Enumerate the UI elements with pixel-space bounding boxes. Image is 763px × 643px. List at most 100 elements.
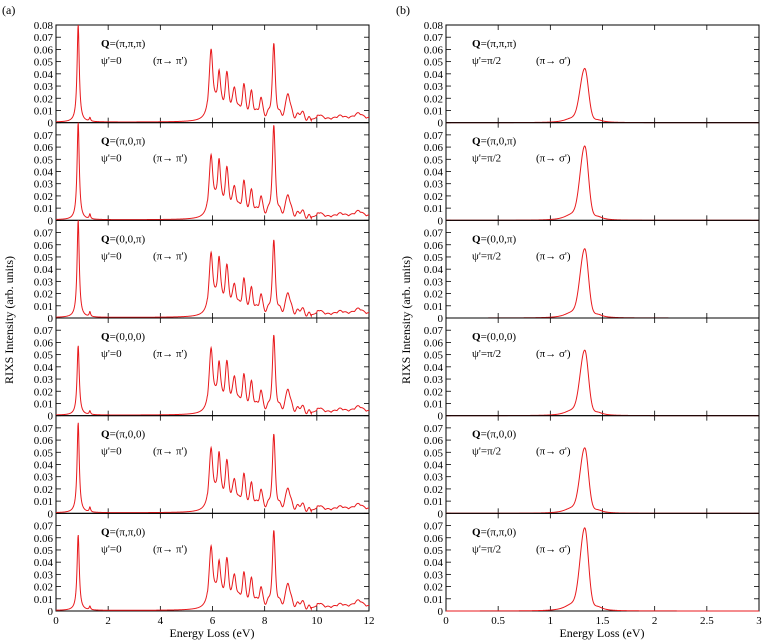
q-label: Q=(0,0,0): [472, 331, 516, 343]
y-tick-label: 0.03: [424, 276, 444, 288]
y-tick-label: 0.05: [34, 447, 54, 459]
y-tick-label: 0: [48, 508, 54, 520]
y-tick-label: 0: [48, 313, 54, 325]
y-tick-label: 0.04: [34, 264, 54, 276]
ylabel-a: RIXS Intensity (arb. units): [2, 256, 16, 384]
polarization-label: (π→ π'): [153, 348, 188, 360]
polarization-label: (π→ σ'): [536, 348, 571, 360]
y-tick-label: 0.01: [424, 105, 443, 117]
polarization-label: (π→ π'): [153, 446, 188, 458]
x-tick-label: 12: [364, 615, 375, 627]
y-tick-label: 0.07: [34, 423, 54, 435]
subplot-a-1: 00.010.020.030.040.050.060.07 Q=(π,0,π) ψ'…: [34, 122, 370, 227]
q-label: Q=(π,0,0): [101, 429, 145, 441]
y-tick-label: 0.06: [34, 533, 54, 545]
psi-label: ψ'=0: [101, 250, 122, 262]
y-tick-label: 0.02: [34, 582, 53, 594]
x-tick-label: 0: [443, 615, 449, 627]
psi-label: ψ'=π/2: [472, 250, 501, 262]
x-tick-label: 4: [158, 615, 164, 627]
y-tick-label: 0.07: [424, 228, 444, 240]
y-tick-label: 0.07: [34, 325, 54, 337]
y-tick-label: 0.05: [424, 447, 444, 459]
x-tick-label: 0: [53, 615, 59, 627]
subplot-b-3: 00.010.020.030.040.050.060.07 Q=(0,0,0) ψ'…: [424, 317, 760, 423]
q-label: Q=(π,0,π): [472, 136, 517, 148]
series-line: [446, 67, 759, 124]
q-label: Q=(π,π,π): [101, 38, 146, 50]
polarization-label: (π→ σ'): [536, 153, 571, 165]
y-tick-label: 0.06: [424, 142, 444, 154]
y-tick-label: 0.07: [424, 521, 444, 533]
y-tick-label: 0.07: [34, 228, 54, 240]
y-tick-label: 0.04: [34, 69, 54, 81]
y-tick-label: 0.01: [424, 203, 443, 215]
y-tick-label: 0.03: [34, 179, 54, 191]
panel-a: 00.010.020.030.040.050.060.070.08Q=(π,π,…: [34, 20, 375, 627]
y-tick-label: 0.05: [34, 252, 54, 264]
subplot-b-5: 00.010.020.030.040.050.060.07 Q=(π,π,0) ψ'…: [424, 512, 760, 618]
polarization-label: (π→ π'): [153, 153, 188, 165]
y-tick-label: 0.07: [34, 130, 54, 142]
series-line: [446, 527, 759, 612]
y-tick-label: 0.07: [424, 32, 444, 44]
y-tick-label: 0: [48, 411, 54, 423]
x-tick-label: 2: [652, 615, 658, 627]
y-tick-label: 0.02: [424, 484, 443, 496]
y-tick-label: 0.01: [424, 496, 443, 508]
q-label: Q=(0,0,0): [101, 331, 145, 343]
y-tick-label: 0.04: [34, 362, 54, 374]
y-tick-label: 0.03: [424, 81, 444, 93]
y-tick-label: 0: [438, 313, 444, 325]
polarization-label: (π→ σ'): [536, 55, 571, 67]
y-tick-label: 0.06: [34, 337, 54, 349]
y-tick-label: 0.01: [34, 594, 53, 606]
y-tick-label: 0.05: [424, 57, 444, 69]
subplot-b-2: 00.010.020.030.040.050.060.07 Q=(0,0,π) ψ'…: [424, 219, 760, 325]
y-tick-label: 0.05: [34, 154, 54, 166]
y-tick-label: 0.08: [424, 20, 444, 32]
y-tick-label: 0.03: [34, 569, 54, 581]
y-tick-label: 0.01: [424, 301, 443, 313]
y-tick-label: 0.02: [34, 386, 53, 398]
y-tick-label: 0.04: [424, 460, 444, 472]
psi-label: ψ'=0: [101, 446, 122, 458]
y-tick-label: 0.07: [424, 325, 444, 337]
y-tick-label: 0.06: [424, 337, 444, 349]
y-tick-label: 0.05: [424, 252, 444, 264]
y-tick-label: 0.06: [424, 44, 444, 56]
y-tick-label: 0.03: [424, 374, 444, 386]
y-tick-label: 0.08: [34, 20, 54, 32]
y-tick-label: 0.06: [424, 435, 444, 447]
series-line: [55, 24, 370, 123]
q-label: Q=(0,0,π): [472, 233, 516, 245]
y-tick-label: 0.04: [424, 557, 444, 569]
psi-label: ψ'=0: [101, 543, 122, 555]
y-tick-label: 0.02: [424, 386, 443, 398]
psi-label: ψ'=π/2: [472, 543, 501, 555]
y-tick-label: 0.04: [424, 362, 444, 374]
series-line: [55, 530, 370, 611]
x-tick-label: 0.5: [491, 615, 505, 627]
y-tick-label: 0.04: [424, 264, 444, 276]
y-tick-label: 0.06: [34, 142, 54, 154]
y-tick-label: 0.04: [424, 69, 444, 81]
y-tick-label: 0.03: [34, 81, 54, 93]
x-tick-label: 3: [756, 615, 762, 627]
y-tick-label: 0.03: [424, 472, 444, 484]
subplot-b-0: 00.010.020.030.040.050.060.070.08 Q=(π,π,…: [424, 20, 760, 130]
y-tick-label: 0.01: [34, 105, 53, 117]
x-tick-label: 10: [311, 615, 323, 627]
y-tick-label: 0.02: [424, 191, 443, 203]
x-tick-label: 8: [262, 615, 268, 627]
panel-b: 00.010.020.030.040.050.060.070.08Q=(π,π,…: [424, 20, 763, 627]
y-tick-label: 0.04: [34, 167, 54, 179]
y-tick-label: 0.03: [424, 569, 444, 581]
y-tick-label: 0.06: [424, 240, 444, 252]
ylabel-b: RIXS Intensity (arb. units): [399, 256, 413, 384]
y-tick-label: 0.05: [424, 545, 444, 557]
y-tick-label: 0.02: [34, 93, 53, 105]
y-tick-label: 0.07: [424, 130, 444, 142]
q-label: Q=(π,0,π): [101, 136, 146, 148]
